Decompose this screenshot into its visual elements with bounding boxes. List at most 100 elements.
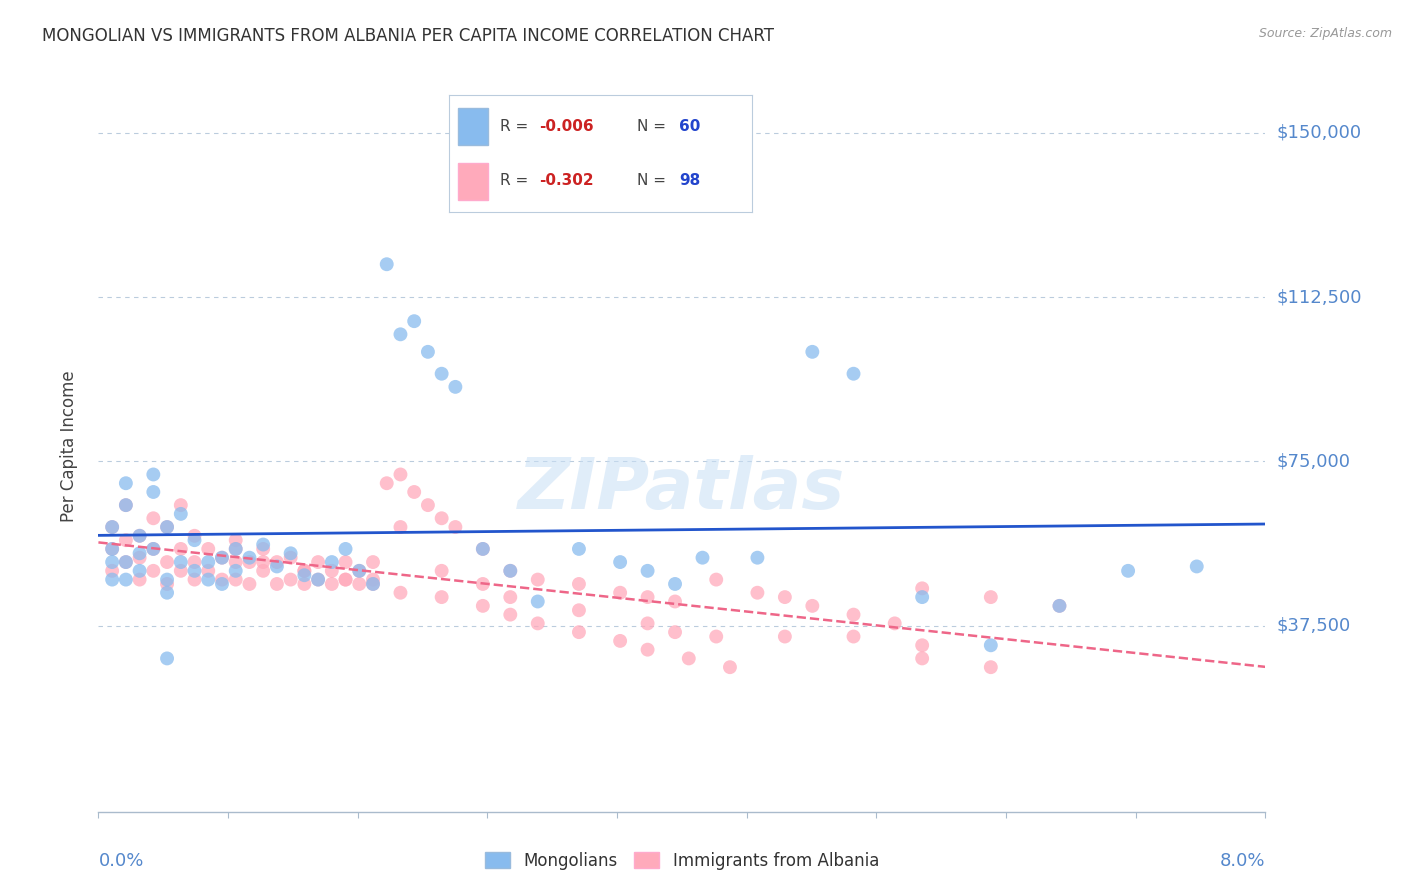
- Point: [101, 541, 124, 556]
- Point: [416, 344, 439, 359]
- Point: [211, 550, 233, 565]
- Point: [321, 564, 343, 578]
- Point: [101, 564, 124, 578]
- Point: [568, 603, 591, 617]
- Point: [349, 564, 371, 578]
- Y-axis label: Per Capita Income: Per Capita Income: [59, 370, 77, 522]
- Point: [170, 498, 193, 512]
- Point: [321, 577, 343, 591]
- Point: [704, 630, 727, 644]
- Point: [568, 541, 591, 556]
- Point: [307, 555, 329, 569]
- Point: [266, 577, 288, 591]
- Point: [183, 573, 205, 587]
- Point: [349, 577, 371, 591]
- Point: [142, 467, 165, 482]
- Point: [280, 546, 302, 560]
- Point: [128, 529, 150, 543]
- Point: [156, 520, 179, 534]
- Text: 0.0%: 0.0%: [98, 852, 143, 870]
- Point: [568, 577, 591, 591]
- Point: [280, 573, 302, 587]
- Point: [664, 577, 686, 591]
- Point: [637, 642, 659, 657]
- Point: [430, 564, 453, 578]
- Point: [142, 541, 165, 556]
- Point: [883, 616, 905, 631]
- Point: [115, 555, 138, 569]
- Point: [499, 590, 522, 604]
- Point: [115, 555, 138, 569]
- Point: [664, 594, 686, 608]
- Point: [266, 555, 288, 569]
- Point: [170, 507, 193, 521]
- Point: [156, 585, 179, 599]
- Point: [211, 573, 233, 587]
- Point: [115, 573, 138, 587]
- Point: [225, 573, 247, 587]
- Text: Source: ZipAtlas.com: Source: ZipAtlas.com: [1258, 27, 1392, 40]
- Point: [361, 555, 384, 569]
- Point: [156, 651, 179, 665]
- Point: [197, 564, 219, 578]
- Point: [471, 541, 494, 556]
- Point: [499, 607, 522, 622]
- Point: [980, 590, 1002, 604]
- Point: [211, 577, 233, 591]
- Point: [170, 541, 193, 556]
- Point: [142, 564, 165, 578]
- Point: [801, 599, 824, 613]
- Point: [842, 607, 865, 622]
- Point: [238, 577, 260, 591]
- Text: ZIPatlas: ZIPatlas: [519, 456, 845, 524]
- Point: [747, 550, 769, 565]
- Point: [225, 555, 247, 569]
- Point: [142, 485, 165, 500]
- Point: [170, 555, 193, 569]
- Point: [238, 555, 260, 569]
- Point: [389, 520, 412, 534]
- Point: [115, 533, 138, 548]
- Point: [183, 533, 205, 548]
- Point: [101, 520, 124, 534]
- Point: [321, 555, 343, 569]
- Point: [430, 511, 453, 525]
- Point: [142, 511, 165, 525]
- Point: [980, 638, 1002, 652]
- Point: [225, 541, 247, 556]
- Point: [115, 476, 138, 491]
- Point: [526, 594, 548, 608]
- Point: [225, 564, 247, 578]
- Point: [430, 590, 453, 604]
- Point: [361, 577, 384, 591]
- Point: [389, 467, 412, 482]
- Point: [197, 573, 219, 587]
- Point: [183, 555, 205, 569]
- Point: [526, 616, 548, 631]
- Point: [361, 573, 384, 587]
- Point: [471, 541, 494, 556]
- Point: [471, 599, 494, 613]
- Point: [128, 573, 150, 587]
- Point: [375, 476, 398, 491]
- Text: MONGOLIAN VS IMMIGRANTS FROM ALBANIA PER CAPITA INCOME CORRELATION CHART: MONGOLIAN VS IMMIGRANTS FROM ALBANIA PER…: [42, 27, 775, 45]
- Point: [911, 582, 934, 596]
- Point: [156, 573, 179, 587]
- Point: [637, 564, 659, 578]
- Point: [375, 257, 398, 271]
- Point: [101, 555, 124, 569]
- Point: [128, 550, 150, 565]
- Point: [225, 533, 247, 548]
- Point: [444, 380, 467, 394]
- Point: [911, 638, 934, 652]
- Point: [307, 573, 329, 587]
- Point: [773, 630, 796, 644]
- Point: [637, 616, 659, 631]
- Point: [718, 660, 741, 674]
- Point: [842, 367, 865, 381]
- Text: $75,000: $75,000: [1277, 452, 1351, 470]
- Point: [252, 541, 274, 556]
- Point: [692, 550, 714, 565]
- Point: [704, 573, 727, 587]
- Point: [404, 485, 426, 500]
